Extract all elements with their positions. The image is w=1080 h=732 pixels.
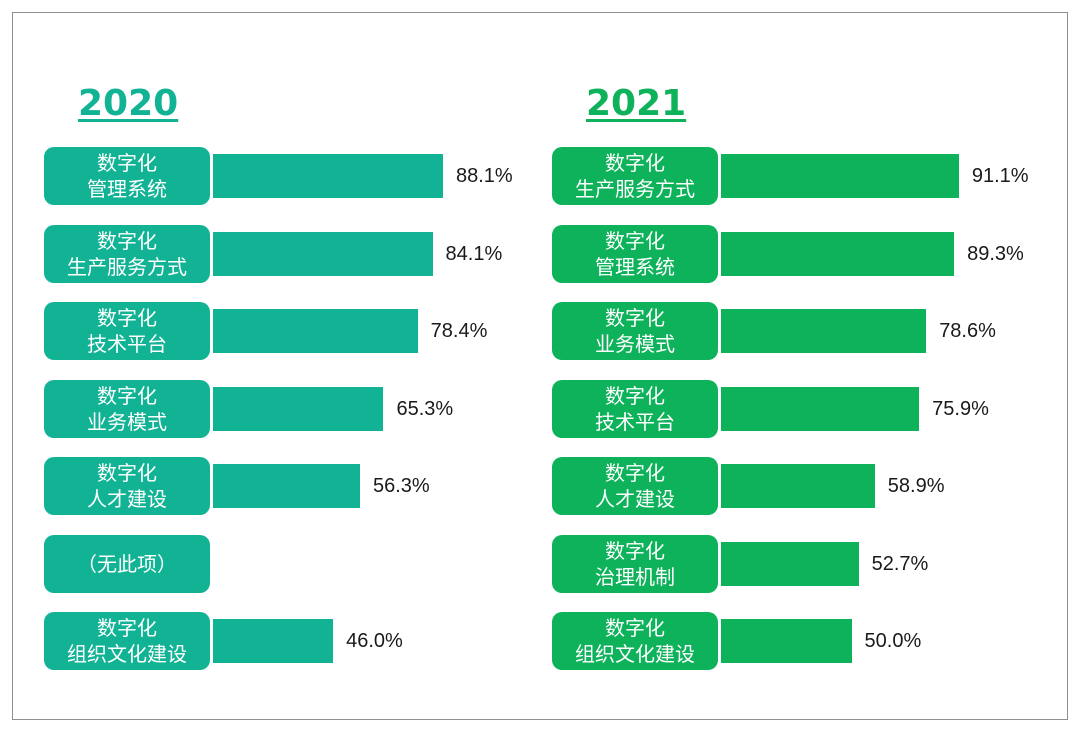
value-label: 78.6% xyxy=(939,320,996,342)
bar xyxy=(721,154,959,198)
category-label-line: 数字化 xyxy=(605,461,665,485)
category-label-line: 数字化 xyxy=(605,616,665,640)
bar xyxy=(213,464,360,508)
category-label: 数字化 治理机制 xyxy=(552,534,718,593)
category-label-line: 数字化 xyxy=(605,228,665,253)
bar xyxy=(213,309,418,353)
category-label-line: 数字化 xyxy=(605,383,665,408)
chart-frame xyxy=(12,12,1068,720)
bar xyxy=(213,231,433,276)
bar xyxy=(721,464,875,508)
category-label-line: 治理机制 xyxy=(595,564,675,589)
value-label: 46.0% xyxy=(346,630,403,652)
category-label: 数字化 人才建设 xyxy=(552,457,718,515)
chart-2020: 2020 数字化 管理系统 88.1% 数字化 生产服务方式 84.1% 数字化 技术平台 78.… xyxy=(0,0,520,732)
category-label: 数字化 生产服务方式 xyxy=(552,147,718,205)
value-label: 75.9% xyxy=(932,397,989,420)
value-label: 50.0% xyxy=(864,630,922,652)
bar xyxy=(213,154,443,198)
category-label-line: 技术平台 xyxy=(87,332,167,356)
chart-2021: 2021 数字化 生产服务方式 91.1% 数字化 管理系统 89.3% 数字化 业务模式 78.… xyxy=(508,0,1029,732)
category-label-line: 技术平台 xyxy=(595,409,675,434)
category-label-line: 数字化 xyxy=(97,306,157,330)
category-label: 数字化 组织文化建设 xyxy=(552,612,718,670)
value-label: 65.3% xyxy=(396,397,454,420)
value-label: 78.4% xyxy=(430,320,488,342)
category-label: 数字化 组织文化建设 xyxy=(44,612,210,670)
category-label: （无此项） xyxy=(44,534,210,593)
category-label: 数字化 管理系统 xyxy=(552,224,718,283)
category-label-line: 管理系统 xyxy=(87,177,167,201)
bar xyxy=(721,541,859,586)
value-label: 91.1% xyxy=(971,165,1029,187)
value-label: 56.3% xyxy=(372,475,430,497)
bar xyxy=(213,386,384,431)
category-label: 数字化 人才建设 xyxy=(44,457,210,515)
category-label-line: 数字化 xyxy=(605,151,665,175)
category-label: 数字化 业务模式 xyxy=(552,302,718,360)
category-label-line: 组织文化建设 xyxy=(67,642,187,666)
chart-title: 2021 xyxy=(586,83,687,124)
category-label-line: 数字化 xyxy=(97,616,157,640)
bar xyxy=(721,309,927,353)
chart-title: 2020 xyxy=(78,83,179,124)
value-label: 88.1% xyxy=(456,165,513,187)
category-label-line: 业务模式 xyxy=(595,332,675,356)
category-label: 数字化 技术平台 xyxy=(552,379,718,438)
category-label-line: 数字化 xyxy=(97,228,157,253)
category-label-line: 组织文化建设 xyxy=(575,642,695,666)
category-label: 数字化 技术平台 xyxy=(44,302,210,360)
category-label-line: 数字化 xyxy=(605,306,665,330)
category-label-line: 生产服务方式 xyxy=(575,177,695,201)
category-label: 数字化 管理系统 xyxy=(44,147,210,205)
bar xyxy=(721,386,920,431)
category-label-line: 数字化 xyxy=(97,461,157,485)
value-label: 58.9% xyxy=(887,475,945,497)
category-label-line: 数字化 xyxy=(97,383,157,408)
category-label-line: 数字化 xyxy=(605,538,665,563)
category-label: 数字化 生产服务方式 xyxy=(44,224,210,283)
value-label: 89.3% xyxy=(967,242,1024,265)
bar xyxy=(721,619,852,663)
category-label-line: 业务模式 xyxy=(87,409,167,434)
bar xyxy=(213,619,334,663)
bar xyxy=(721,231,955,276)
category-label-line: 生产服务方式 xyxy=(67,254,187,279)
category-label-line: 人才建设 xyxy=(87,487,167,511)
category-label-line: （无此项） xyxy=(77,551,177,576)
category-label-line: 人才建设 xyxy=(595,487,675,511)
category-label-line: 数字化 xyxy=(97,151,157,175)
category-label: 数字化 业务模式 xyxy=(44,379,210,438)
value-label: 84.1% xyxy=(445,242,503,265)
value-label: 52.7% xyxy=(871,552,929,575)
category-label-line: 管理系统 xyxy=(595,254,675,279)
